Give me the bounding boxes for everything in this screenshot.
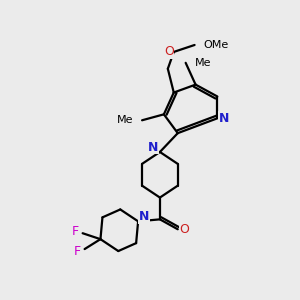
- Text: N: N: [139, 210, 149, 223]
- Text: F: F: [74, 244, 81, 258]
- Text: OMe: OMe: [203, 40, 229, 50]
- Text: Me: Me: [117, 115, 133, 125]
- Text: N: N: [219, 112, 230, 125]
- Text: O: O: [180, 223, 190, 236]
- Text: O: O: [164, 45, 174, 58]
- Text: N: N: [148, 140, 158, 154]
- Text: Me: Me: [195, 58, 211, 68]
- Text: F: F: [72, 225, 79, 238]
